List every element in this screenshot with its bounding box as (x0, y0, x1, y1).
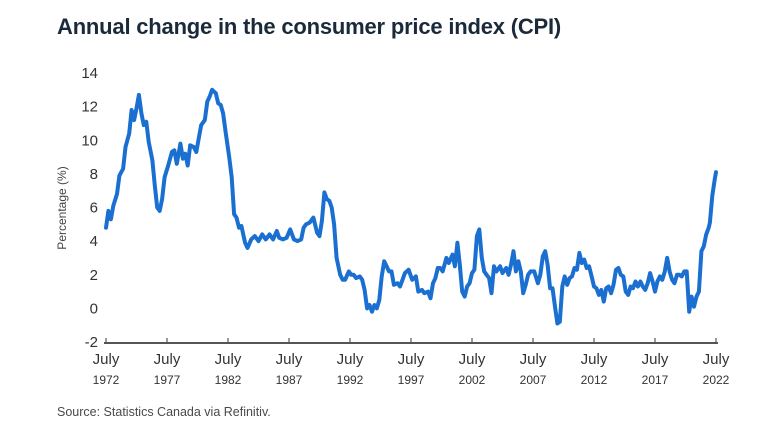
x-tick-year-label: 2002 (459, 373, 486, 387)
x-tick-year-label: 2012 (581, 373, 608, 387)
y-tick-label: 6 (90, 200, 98, 217)
y-axis-label: Percentage (%) (55, 166, 69, 249)
x-tick-month-label: July (93, 351, 120, 368)
x-tick-month-label: July (520, 351, 547, 368)
x-tick-year-label: 2017 (642, 373, 669, 387)
x-tick-month-label: July (398, 351, 425, 368)
x-tick-year-label: 1987 (276, 373, 303, 387)
x-tick-year-label: 1982 (215, 373, 242, 387)
x-axis-ticks: July 1972 July 1977 July 1982 July 1987 July 1992… (93, 338, 730, 387)
y-tick-label: 12 (81, 99, 98, 116)
x-tick-year-label: 1997 (398, 373, 425, 387)
x-tick-year-label: 2007 (520, 373, 547, 387)
x-tick-month-label: July (581, 351, 608, 368)
source-note: Source: Statistics Canada via Refinitiv. (57, 405, 271, 419)
x-tick-year-label: 1992 (337, 373, 364, 387)
x-tick-month-label: July (642, 351, 669, 368)
y-axis-ticks: 14 12 10 8 6 4 2 0 -2 (81, 65, 98, 351)
y-tick-label: -2 (85, 334, 98, 351)
x-tick-year-label: 1972 (93, 373, 120, 387)
y-tick-label: 2 (90, 267, 98, 284)
y-tick-label: 4 (90, 233, 98, 250)
x-tick-year-label: 1977 (154, 373, 181, 387)
chart-title: Annual change in the consumer price inde… (57, 14, 562, 39)
x-tick-month-label: July (337, 351, 364, 368)
cpi-series-line (104, 87, 718, 326)
y-tick-label: 10 (81, 132, 98, 149)
x-tick-month-label: July (459, 351, 486, 368)
x-tick-year-label: 2022 (703, 373, 730, 387)
y-tick-label: 8 (90, 166, 98, 183)
y-tick-label: 0 (90, 300, 98, 317)
x-tick-month-label: July (154, 351, 181, 368)
x-tick-month-label: July (276, 351, 303, 368)
y-tick-label: 14 (81, 65, 98, 82)
x-tick-month-label: July (215, 351, 242, 368)
x-tick-month-label: July (703, 351, 730, 368)
